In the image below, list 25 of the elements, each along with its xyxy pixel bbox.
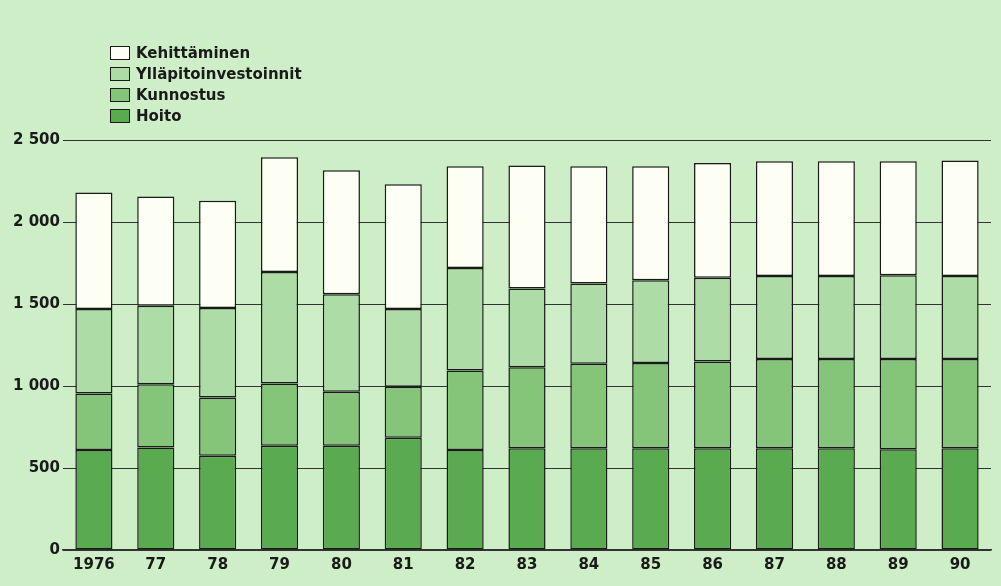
y-tick-label: 1 500 <box>12 293 60 312</box>
y-tick-label: 2 500 <box>12 129 60 148</box>
x-tick-label: 81 <box>392 554 414 573</box>
x-tick-label: 89 <box>887 554 909 573</box>
x-tick-label: 80 <box>330 554 352 573</box>
x-tick-label: 78 <box>207 554 229 573</box>
x-tick-label: 77 <box>145 554 167 573</box>
legend-label: Kunnostus <box>136 85 226 104</box>
x-tick-label: 79 <box>269 554 290 573</box>
x-tick-label: 83 <box>516 554 538 573</box>
y-tick-label: 500 <box>28 457 60 476</box>
legend-label: Ylläpitoinvestoinnit <box>136 64 302 83</box>
x-tick-label: 82 <box>454 554 476 573</box>
legend-label: Hoito <box>136 106 182 125</box>
x-tick-label: 86 <box>702 554 724 573</box>
y-tick-label: 0 <box>49 539 60 558</box>
x-tick-label: 90 <box>949 554 971 573</box>
x-tick-label: 84 <box>578 554 600 573</box>
x-tick-label: 88 <box>825 554 847 573</box>
x-tick-label: 85 <box>640 554 662 573</box>
x-tick-label: 1976 <box>73 554 115 573</box>
legend-label: Kehittäminen <box>136 43 251 62</box>
x-tick-label: 87 <box>764 554 785 573</box>
y-tick-label: 1 000 <box>12 375 60 394</box>
y-tick-label: 2 000 <box>12 211 60 230</box>
